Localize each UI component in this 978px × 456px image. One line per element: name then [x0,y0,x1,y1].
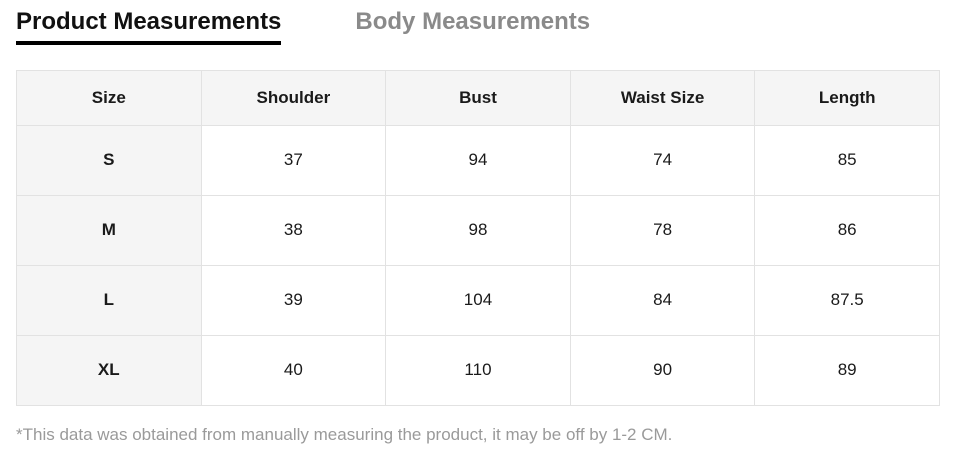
cell-waist: 90 [569,334,756,406]
column-header-bust: Bust [385,69,571,126]
cell-shoulder: 37 [200,124,387,196]
table-row: M 38 98 78 86 [16,194,940,266]
size-chart-panel: Product Measurements Body Measurements S… [16,8,962,444]
table-row: S 37 94 74 85 [16,124,940,196]
cell-shoulder: 39 [200,264,387,336]
row-label-size-xl: XL [16,334,202,406]
table-header-row: Size Shoulder Bust Waist Size Length [16,69,940,126]
cell-bust: 94 [385,124,571,196]
cell-bust: 110 [385,334,571,406]
cell-waist: 74 [569,124,756,196]
cell-length: 89 [754,334,940,406]
cell-length: 86 [754,194,940,266]
tab-product-measurements[interactable]: Product Measurements [16,8,282,45]
measurement-tabs: Product Measurements Body Measurements [16,8,962,45]
table-row: XL 40 110 90 89 [16,334,940,406]
cell-bust: 98 [385,194,571,266]
cell-waist: 84 [569,264,756,336]
row-label-size-l: L [16,264,202,336]
cell-length: 85 [754,124,940,196]
row-label-size-s: S [16,124,202,196]
measurements-table: Size Shoulder Bust Waist Size Length S 3… [16,69,940,406]
cell-length: 87.5 [754,264,940,336]
column-header-waist: Waist Size [569,69,756,126]
measurement-disclaimer: *This data was obtained from manually me… [16,424,673,444]
column-header-shoulder: Shoulder [200,69,387,126]
row-label-size-m: M [16,194,202,266]
column-header-size: Size [16,69,202,126]
cell-shoulder: 38 [200,194,387,266]
cell-shoulder: 40 [200,334,387,406]
tab-body-measurements[interactable]: Body Measurements [355,8,591,35]
cell-waist: 78 [569,194,756,266]
table-row: L 39 104 84 87.5 [16,264,940,336]
column-header-length: Length [754,69,940,126]
cell-bust: 104 [385,264,571,336]
